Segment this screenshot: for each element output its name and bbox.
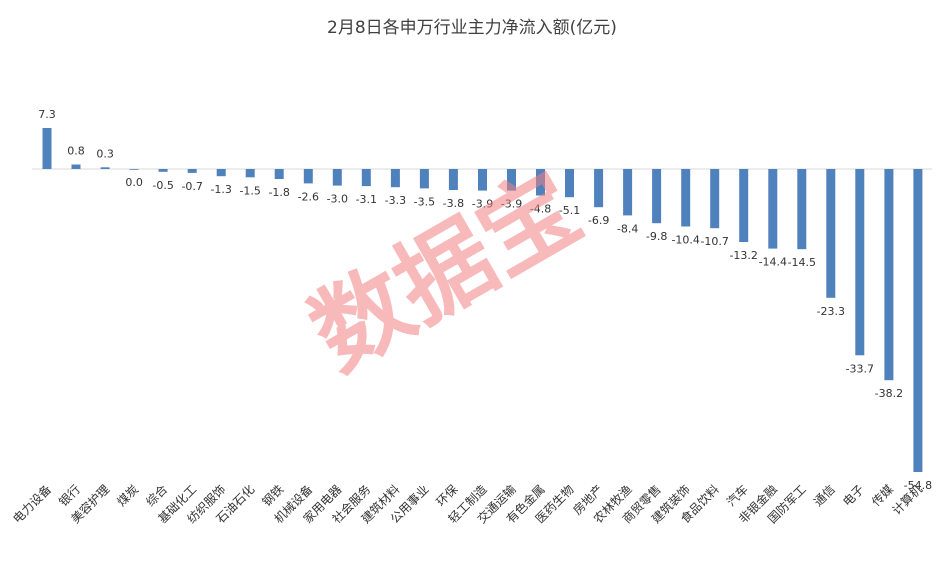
bar [623,169,633,216]
data-label: -3.8 [443,197,464,210]
bar [42,128,52,169]
bar [478,169,487,191]
data-label: -4.8 [530,203,551,216]
data-label: -13.2 [729,249,757,262]
data-label: -3.0 [327,193,348,206]
data-label: -3.9 [472,198,493,211]
bar [245,169,255,178]
data-label: 0.3 [96,147,114,160]
bar [216,169,226,177]
data-label: -6.9 [588,214,609,227]
bar [303,169,313,184]
data-label: -1.5 [239,184,260,197]
bar [594,169,604,208]
data-label: -1.3 [210,183,231,196]
bar [100,167,110,169]
bar [187,169,197,173]
data-label: -10.7 [700,235,728,248]
data-label: -3.9 [501,198,522,211]
data-label: -2.6 [298,190,319,203]
category-label: 电力设备 [10,482,54,526]
data-label: -23.3 [817,305,845,318]
watermark: 数据宝 [293,151,598,392]
bar [710,169,720,229]
data-label: -0.5 [152,179,173,192]
chart-title: 2月8日各申万行业主力净流入额(亿元) [327,18,617,38]
data-label: -3.1 [356,193,377,206]
data-label: -14.5 [788,256,816,269]
category-label: 煤炭 [114,482,141,509]
bar [797,169,807,250]
data-label: -5.1 [559,204,580,217]
data-label: -10.4 [671,234,699,247]
bar [390,169,400,188]
data-label: -14.4 [759,256,787,269]
value-labels-group: 7.3 0.8 0.3 0.0 -0.5 -0.7 -1.3 -1.5 -1.8 -2.6 -3.0… [38,108,932,492]
bar [71,164,81,169]
data-label: -54.8 [904,479,932,492]
category-label: 电子 [840,482,867,509]
data-label: 0.8 [67,145,85,158]
bar [681,169,691,227]
bar [536,169,545,196]
category-label: 通信 [811,482,838,509]
data-label: -0.7 [181,180,202,193]
bar [739,169,749,242]
bar [507,169,516,191]
bar [419,169,429,189]
bar [158,169,168,172]
bar [565,169,574,198]
data-label: -8.4 [617,222,638,235]
bar [913,169,923,472]
data-label: -33.7 [846,362,874,375]
data-label: -9.8 [646,230,667,243]
bar [855,169,865,356]
bar [274,169,284,179]
bar [361,169,371,187]
bar [826,169,836,298]
bar [448,169,458,190]
bar [332,169,342,186]
bar [884,169,894,381]
bar [129,169,139,170]
bar [768,169,778,249]
data-label: -38.2 [875,387,903,400]
data-label: 0.0 [125,176,143,189]
data-label: -3.5 [414,195,435,208]
data-label: -3.3 [385,194,406,207]
data-label: 7.3 [38,108,56,121]
bars-group [42,128,923,472]
bar [652,169,662,224]
data-label: -1.8 [268,186,289,199]
